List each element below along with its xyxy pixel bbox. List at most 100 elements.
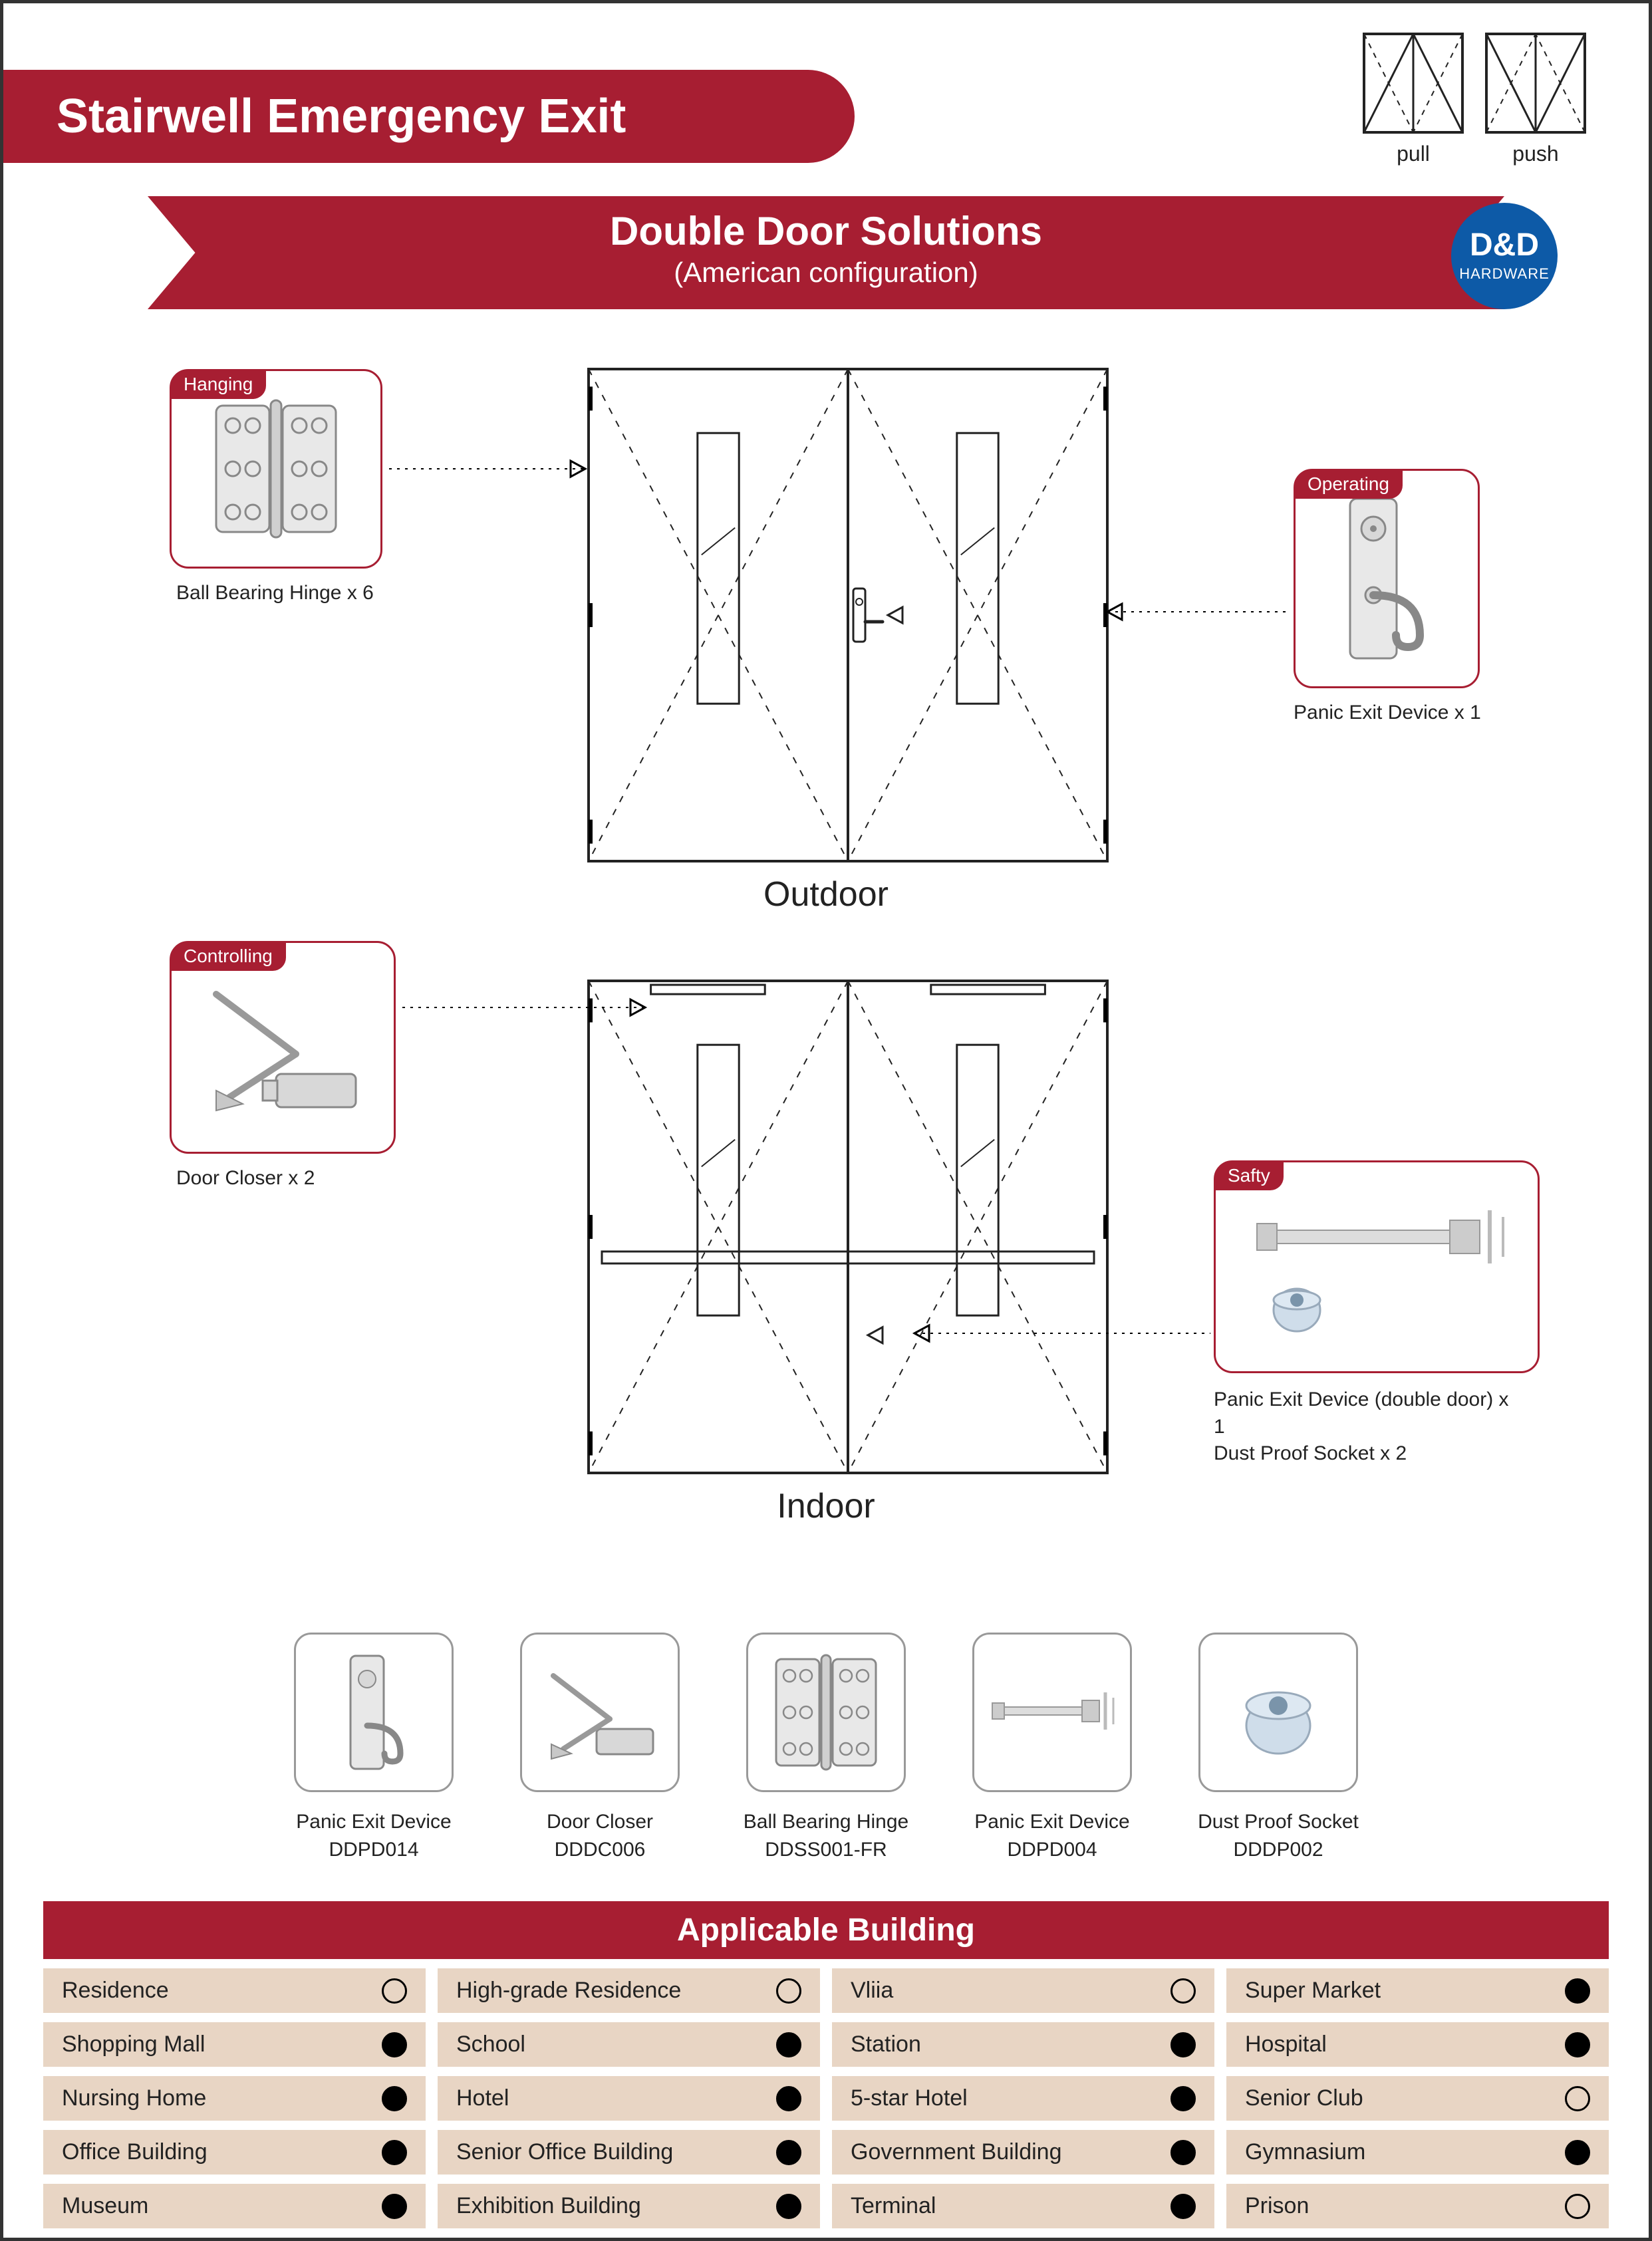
applicable-cell: Vliia — [832, 1968, 1214, 2013]
applicable-label: Exhibition Building — [456, 2193, 641, 2219]
applicable-label: Residence — [62, 1978, 169, 2004]
product-name: Dust Proof Socket — [1192, 1811, 1365, 1833]
applicable-cell: Government Building — [832, 2130, 1214, 2175]
hinge-icon — [746, 1633, 906, 1792]
applicable-label: Hotel — [456, 2085, 509, 2111]
callout-operating-tag: Operating — [1294, 469, 1403, 499]
applicable-dot — [1170, 1978, 1196, 2004]
product-code: DDPD004 — [966, 1839, 1139, 1861]
applicable-cell: Museum — [43, 2184, 426, 2228]
subtitle-ribbon: Double Door Solutions (American configur… — [148, 196, 1504, 309]
subtitle-line1: Double Door Solutions — [221, 208, 1431, 254]
applicable-dot — [1565, 2194, 1590, 2219]
product-name: Panic Exit Device — [966, 1811, 1139, 1833]
applicable-label: Museum — [62, 2193, 148, 2219]
swing-pull-label: pull — [1360, 142, 1466, 166]
applicable-cell: High-grade Residence — [438, 1968, 820, 2013]
applicable-grid: Residence High-grade Residence Vliia Sup… — [43, 1968, 1609, 2228]
applicable-label: High-grade Residence — [456, 1978, 681, 2004]
page: pull push Stairwell Emergency Exit Doubl… — [0, 0, 1652, 2241]
applicable-dot — [382, 1978, 407, 2004]
callout-controlling-caption: Door Closer x 2 — [176, 1167, 315, 1190]
applicable-cell: Senior Club — [1226, 2076, 1609, 2121]
brand-logo: D&D HARDWARE — [1451, 203, 1558, 309]
callout-safety-tag: Safty — [1214, 1161, 1284, 1190]
applicable-dot — [382, 2140, 407, 2165]
product-code: DDDC006 — [513, 1839, 686, 1861]
applicable-cell: Station — [832, 2022, 1214, 2067]
applicable-label: Vliia — [851, 1978, 893, 2004]
applicable-dot — [1170, 2194, 1196, 2219]
swing-push: push — [1482, 30, 1589, 166]
page-title: Stairwell Emergency Exit — [3, 70, 855, 163]
callout-hanging-tag: Hanging — [170, 370, 266, 399]
applicable-cell: Terminal — [832, 2184, 1214, 2228]
applicable-label: Gymnasium — [1245, 2139, 1365, 2165]
applicable-building: Applicable Building Residence High-grade… — [43, 1901, 1609, 2228]
applicable-label: Government Building — [851, 2139, 1062, 2165]
applicable-cell: School — [438, 2022, 820, 2067]
diagram-area: Hanging Ball Bearing Hinge — [43, 342, 1609, 1633]
applicable-dot — [1170, 2140, 1196, 2165]
callout-hanging: Hanging — [170, 369, 382, 569]
applicable-label: 5-star Hotel — [851, 2085, 968, 2111]
swing-push-label: push — [1482, 142, 1589, 166]
applicable-dot — [1170, 2086, 1196, 2111]
applicable-dot — [382, 2086, 407, 2111]
applicable-label: Senior Office Building — [456, 2139, 673, 2165]
hinge-icon — [172, 371, 380, 567]
callout-safety-caption: Panic Exit Device (double door) x 1 Dust… — [1214, 1386, 1520, 1468]
callout-hanging-caption: Ball Bearing Hinge x 6 — [176, 582, 374, 604]
callout-operating: Operating — [1294, 469, 1480, 688]
product-item: Dust Proof Socket DDDP002 — [1192, 1633, 1365, 1861]
brand-logo-line1: D&D — [1451, 229, 1558, 261]
product-name: Panic Exit Device — [287, 1811, 460, 1833]
subtitle-line2: (American configuration) — [221, 257, 1431, 289]
callout-safety: Safty — [1214, 1160, 1540, 1373]
swing-icons: pull push — [1360, 30, 1589, 166]
applicable-dot — [382, 2032, 407, 2057]
callout-operating-caption: Panic Exit Device x 1 — [1294, 702, 1481, 724]
door-closer-icon — [520, 1633, 680, 1792]
product-code: DDPD014 — [287, 1839, 460, 1861]
panic-bar-icon — [1216, 1162, 1538, 1371]
product-code: DDSS001-FR — [740, 1839, 912, 1861]
brand-logo-line2: HARDWARE — [1451, 265, 1558, 283]
applicable-dot — [1565, 2140, 1590, 2165]
socket-icon — [1198, 1633, 1358, 1792]
applicable-cell: Gymnasium — [1226, 2130, 1609, 2175]
applicable-cell: Office Building — [43, 2130, 426, 2175]
applicable-cell: Super Market — [1226, 1968, 1609, 2013]
applicable-cell: Shopping Mall — [43, 2022, 426, 2067]
applicable-cell: 5-star Hotel — [832, 2076, 1214, 2121]
lever-plate-icon — [294, 1633, 454, 1792]
applicable-title: Applicable Building — [43, 1901, 1609, 1959]
callout-controlling: Controlling — [170, 941, 396, 1154]
applicable-cell: Exhibition Building — [438, 2184, 820, 2228]
applicable-label: Senior Club — [1245, 2085, 1363, 2111]
indoor-label: Indoor — [777, 1486, 875, 1526]
product-code: DDDP002 — [1192, 1839, 1365, 1861]
product-name: Door Closer — [513, 1811, 686, 1833]
applicable-cell: Prison — [1226, 2184, 1609, 2228]
product-item: Panic Exit Device DDPD004 — [966, 1633, 1139, 1861]
applicable-label: Super Market — [1245, 1978, 1381, 2004]
product-strip: Panic Exit Device DDPD014 Door Closer DD… — [43, 1633, 1609, 1861]
applicable-dot — [776, 2032, 801, 2057]
applicable-label: Shopping Mall — [62, 2032, 205, 2057]
product-item: Ball Bearing Hinge DDSS001-FR — [740, 1633, 912, 1861]
applicable-cell: Residence — [43, 1968, 426, 2013]
product-item: Panic Exit Device DDPD014 — [287, 1633, 460, 1861]
lever-plate-icon — [1296, 471, 1478, 686]
applicable-dot — [382, 2194, 407, 2219]
applicable-cell: Senior Office Building — [438, 2130, 820, 2175]
swing-pull: pull — [1360, 30, 1466, 166]
outdoor-label: Outdoor — [763, 874, 889, 914]
applicable-dot — [776, 1978, 801, 2004]
applicable-dot — [776, 2086, 801, 2111]
product-item: Door Closer DDDC006 — [513, 1633, 686, 1861]
subtitle-row: Double Door Solutions (American configur… — [94, 196, 1558, 316]
applicable-dot — [776, 2194, 801, 2219]
applicable-label: Office Building — [62, 2139, 207, 2165]
applicable-label: Prison — [1245, 2193, 1309, 2219]
